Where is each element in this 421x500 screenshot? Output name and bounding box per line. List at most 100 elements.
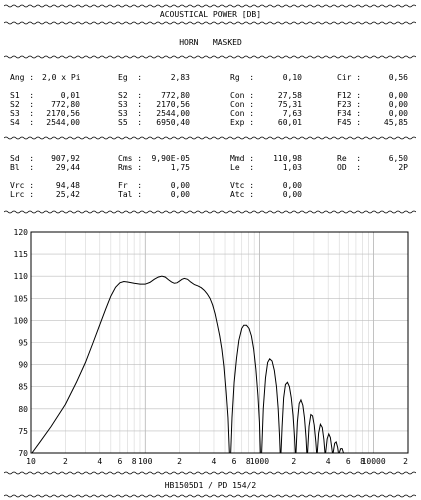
param-label: Cms : — [118, 154, 143, 163]
param-label: Fr : — [118, 181, 143, 190]
param-value: 6950,40 — [156, 118, 190, 127]
param-value: 2170,56 — [46, 109, 80, 118]
x-tick-label: 6 — [232, 457, 237, 466]
param-label: Vrc : — [10, 181, 35, 190]
param-value: 75,31 — [277, 100, 302, 109]
param-label: Con : — [230, 91, 255, 100]
x-tick-label: 2 — [403, 457, 408, 466]
param-value: 0,00 — [388, 91, 408, 100]
param-value: 2544,00 — [156, 109, 190, 118]
param-ang-label: Ang : — [10, 73, 35, 82]
subtitle-underline — [4, 55, 416, 59]
x-tick-label: 4 — [326, 457, 331, 466]
param-value: 0,00 — [170, 181, 190, 190]
y-tick-label: 80 — [18, 405, 28, 414]
param-value: 0,00 — [170, 190, 190, 199]
y-tick-label: 90 — [18, 361, 28, 370]
param-label: S5 : — [118, 118, 143, 127]
param-value: 0,00 — [388, 109, 408, 118]
param-label: Con : — [230, 100, 255, 109]
param-value: 907,92 — [51, 154, 80, 163]
x-tick-label: 1000 — [250, 457, 269, 466]
param-ang-value: 2,0 x Pi — [42, 73, 81, 82]
y-tick-label: 70 — [18, 449, 28, 458]
param-label: Mmd : — [230, 154, 255, 163]
param-cir-value: 0,56 — [388, 73, 408, 82]
title-underline — [4, 21, 416, 25]
param-label: Lrc : — [10, 190, 35, 199]
x-tick-label: 4 — [97, 457, 102, 466]
chart-title: ACOUSTICAL POWER [DB] — [159, 10, 262, 19]
param-label: Tal : — [118, 190, 143, 199]
footer-divider-top — [4, 471, 416, 475]
param-value: 0,00 — [282, 190, 302, 199]
x-tick-label: 10000 — [362, 457, 386, 466]
x-tick-label: 10 — [26, 457, 36, 466]
x-tick-label: 100 — [138, 457, 153, 466]
param-label: F34 : — [337, 109, 362, 118]
param-label: S3 : — [10, 109, 35, 118]
param-label: Bl : — [10, 163, 35, 172]
param-rg-label: Rg : — [230, 73, 255, 82]
top-border — [4, 4, 416, 8]
y-tick-label: 75 — [18, 427, 28, 436]
param-value: 772,80 — [161, 91, 190, 100]
param-value: 60,01 — [277, 118, 302, 127]
param-value: 27,58 — [277, 91, 302, 100]
param-value: 0,00 — [388, 100, 408, 109]
param-label: S1 : — [10, 91, 35, 100]
x-tick-label: 4 — [212, 457, 217, 466]
footer-label: HB1505D1 / PD 154/2 — [164, 481, 257, 490]
param-value: 110,98 — [273, 154, 302, 163]
param-label: S3 : — [118, 100, 143, 109]
y-tick-label: 100 — [14, 316, 29, 325]
param-value: 7,63 — [282, 109, 302, 118]
y-tick-label: 120 — [14, 228, 29, 237]
param-label: S2 : — [10, 100, 35, 109]
param-value: 29,44 — [55, 163, 80, 172]
param-label: F45 : — [337, 118, 362, 127]
param-label: Re : — [337, 154, 362, 163]
footer-divider-bottom — [4, 494, 416, 498]
param-cir-label: Cir : — [337, 73, 362, 82]
param-value: 0,01 — [60, 91, 80, 100]
param-value: 2170,56 — [156, 100, 190, 109]
param-value: 9,90E-05 — [151, 154, 190, 163]
x-tick-label: 2 — [177, 457, 182, 466]
chart-grid — [31, 232, 408, 453]
param-label: Vtc : — [230, 181, 255, 190]
param-label: F12 : — [337, 91, 362, 100]
param-eg-value: 2,83 — [170, 73, 190, 82]
param-label: Rms : — [118, 163, 143, 172]
param-label: Sd : — [10, 154, 35, 163]
param-value: 94,48 — [55, 181, 80, 190]
y-tick-label: 95 — [18, 339, 28, 348]
param-value: 2544,00 — [46, 118, 80, 127]
param-value: 2P — [398, 163, 408, 172]
param-value: 772,80 — [51, 100, 80, 109]
param-value: 0,00 — [282, 181, 302, 190]
param-label: Le : — [230, 163, 255, 172]
plot-frame — [30, 231, 409, 454]
section-divider — [4, 136, 416, 140]
x-tick-label: 2 — [291, 457, 296, 466]
x-tick-label: 8 — [246, 457, 251, 466]
param-value: 6,50 — [388, 154, 408, 163]
y-tick-label: 85 — [18, 383, 28, 392]
param-value: 45,85 — [383, 118, 408, 127]
param-eg-label: Eg : — [118, 73, 143, 82]
param-label: Atc : — [230, 190, 255, 199]
param-label: OD : — [337, 163, 362, 172]
param-rg-value: 0,10 — [282, 73, 302, 82]
x-tick-label: 8 — [360, 457, 365, 466]
chart-divider — [4, 210, 416, 214]
param-label: Con : — [230, 109, 255, 118]
x-tick-label: 6 — [117, 457, 122, 466]
param-value: 1,75 — [170, 163, 190, 172]
x-tick-label: 6 — [346, 457, 351, 466]
x-tick-label: 2 — [63, 457, 68, 466]
chart-subtitle: HORN MASKED — [179, 38, 242, 47]
y-tick-label: 115 — [14, 250, 29, 259]
